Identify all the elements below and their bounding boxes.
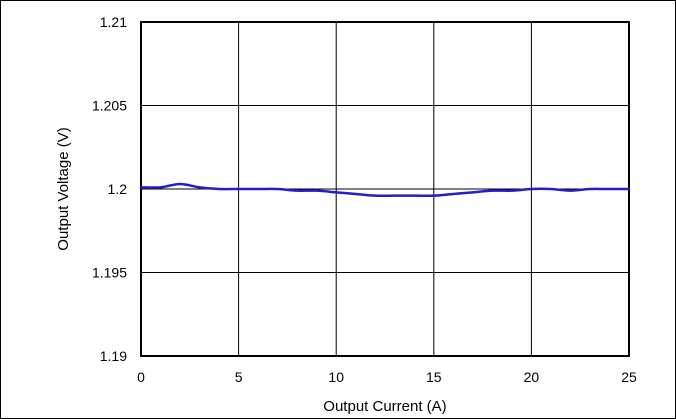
series-group xyxy=(139,182,631,198)
x-tick-label: 25 xyxy=(621,369,637,385)
x-tick-label: 10 xyxy=(328,369,344,385)
x-axis-label: Output Current (A) xyxy=(323,398,446,415)
y-tick-label: 1.21 xyxy=(100,14,127,30)
x-tick-label: 15 xyxy=(426,369,442,385)
x-tick-label: 20 xyxy=(524,369,540,385)
x-tick-label: 5 xyxy=(235,369,243,385)
y-tick-label: 1.195 xyxy=(92,265,127,281)
y-tick-label: 1.2 xyxy=(108,181,128,197)
y-tick-label: 1.205 xyxy=(92,98,127,114)
x-axis-ticks: 0 5 10 15 20 25 xyxy=(137,369,637,385)
y-tick-label: 1.19 xyxy=(100,348,127,364)
y-axis-ticks: 1.19 1.195 1.2 1.205 1.21 xyxy=(92,14,127,364)
y-axis-label: Output Voltage (V) xyxy=(55,127,72,250)
x-tick-label: 0 xyxy=(137,369,145,385)
series-line xyxy=(139,182,631,198)
